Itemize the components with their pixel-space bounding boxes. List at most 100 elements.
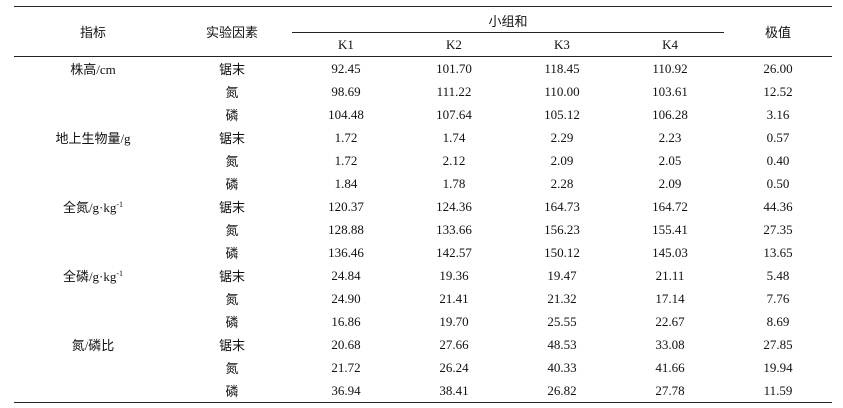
orthogonal-range-table: 指标 实验因素 小组和 极值 K1 K2 K3 K4 株高/cm 锯末 92.45 1… [14, 6, 833, 403]
range-cell: 12.52 [763, 83, 793, 99]
k1-cell: 1.72 [334, 152, 358, 168]
k2-cell: 107.64 [436, 106, 472, 122]
table-row: 磷 1.84 1.78 2.28 2.09 0.50 [14, 172, 832, 195]
indicator-cell: 株高/cm [14, 57, 172, 81]
table-row: 磷 104.48 107.64 105.12 106.28 3.16 [14, 103, 832, 126]
factor-cell: 锯末 [218, 62, 245, 77]
factor-cell: 磷 [172, 379, 292, 403]
indicator-label: 地上生物量/g [55, 131, 131, 146]
range-cell: 44.36 [763, 198, 793, 214]
range-cell: 11.59 [724, 379, 833, 403]
k4-cell: 103.61 [652, 83, 688, 99]
table-header: 指标 实验因素 小组和 极值 K1 K2 K3 K4 [14, 6, 833, 57]
header-k1: K1 [292, 32, 400, 57]
indicator-cell: 全磷/g·kg-1 [14, 264, 172, 287]
range-cell: 7.76 [766, 290, 790, 306]
range-cell: 8.69 [766, 313, 790, 329]
header-group-sum: 小组和 [292, 6, 725, 33]
k3-cell: 2.09 [550, 152, 574, 168]
k1-cell: 24.84 [331, 267, 361, 283]
k2-cell: 38.41 [400, 379, 508, 403]
range-cell: 13.65 [763, 244, 793, 260]
k1-cell: 128.88 [328, 221, 364, 237]
k2-cell: 19.70 [439, 313, 469, 329]
k3-cell: 48.53 [547, 336, 577, 352]
range-cell: 5.48 [766, 267, 790, 283]
k2-cell: 26.24 [439, 359, 469, 375]
k4-cell: 22.67 [655, 313, 685, 329]
indicator-unit-exponent: -1 [116, 269, 124, 278]
k2-cell: 101.70 [436, 60, 472, 76]
k2-cell: 19.36 [439, 267, 469, 283]
table-row: 株高/cm 锯末 92.45 101.70 118.45 110.92 26.00 [14, 57, 832, 81]
table-row: 磷 16.86 19.70 25.55 22.67 8.69 [14, 310, 832, 333]
k3-cell: 118.45 [544, 60, 580, 76]
k2-cell: 1.78 [442, 175, 466, 191]
k3-cell: 105.12 [544, 106, 580, 122]
factor-cell: 磷 [225, 177, 239, 192]
k3-cell: 150.12 [544, 244, 580, 260]
factor-cell: 锯末 [218, 200, 245, 215]
indicator-label: 氮/磷比 [71, 338, 115, 353]
indicator-cell [14, 287, 172, 310]
k1-cell: 98.69 [331, 83, 361, 99]
factor-cell: 磷 [225, 108, 239, 123]
indicator-unit-exponent: -1 [116, 200, 124, 209]
k4-cell: 164.72 [652, 198, 688, 214]
k1-cell: 21.72 [331, 359, 361, 375]
table-row: 全氮/g·kg-1 锯末 120.37 124.36 164.73 164.72 44.36 [14, 195, 832, 218]
k4-cell: 2.09 [658, 175, 682, 191]
k3-cell: 110.00 [544, 83, 580, 99]
table-row: 全磷/g·kg-1 锯末 24.84 19.36 19.47 21.11 5.48 [14, 264, 832, 287]
factor-cell: 氮 [225, 292, 239, 307]
k3-cell: 164.73 [544, 198, 580, 214]
k1-cell: 24.90 [331, 290, 361, 306]
k2-cell: 21.41 [439, 290, 469, 306]
k1-cell: 92.45 [331, 60, 361, 76]
k2-cell: 124.36 [436, 198, 472, 214]
k4-cell: 145.03 [652, 244, 688, 260]
table-row: 氮/磷比 锯末 20.68 27.66 48.53 33.08 27.85 [14, 333, 832, 356]
k1-cell: 104.48 [328, 106, 364, 122]
k2-cell: 27.66 [439, 336, 469, 352]
k4-cell: 17.14 [655, 290, 685, 306]
k2-cell: 2.12 [442, 152, 466, 168]
table-row: 氮 21.72 26.24 40.33 41.66 19.94 [14, 356, 832, 379]
factor-cell: 锯末 [218, 338, 245, 353]
k3-cell: 25.55 [547, 313, 577, 329]
k1-cell: 16.86 [331, 313, 361, 329]
header-k2: K2 [400, 32, 508, 57]
factor-cell: 氮 [225, 85, 239, 100]
indicator-label: 全氮/g·kg [62, 200, 117, 215]
range-cell: 27.35 [763, 221, 793, 237]
k2-cell: 133.66 [436, 221, 472, 237]
range-cell: 0.57 [766, 129, 790, 145]
k4-cell: 2.23 [658, 129, 682, 145]
k4-cell: 155.41 [652, 221, 688, 237]
indicator-cell [14, 149, 172, 172]
k3-cell: 19.47 [547, 267, 577, 283]
k3-cell: 26.82 [508, 379, 616, 403]
factor-cell: 磷 [225, 246, 239, 261]
table-row: 氮 24.90 21.41 21.32 17.14 7.76 [14, 287, 832, 310]
table-body: 株高/cm 锯末 92.45 101.70 118.45 110.92 26.00 氮 98.6… [14, 57, 833, 403]
k2-cell: 111.22 [436, 83, 472, 99]
k3-cell: 156.23 [544, 221, 580, 237]
indicator-cell: 氮/磷比 [14, 333, 172, 356]
factor-cell: 氮 [225, 223, 239, 238]
range-cell: 0.50 [766, 175, 790, 191]
header-k3: K3 [508, 32, 616, 57]
indicator-cell [14, 172, 172, 195]
k4-cell: 33.08 [655, 336, 685, 352]
range-cell: 19.94 [763, 359, 793, 375]
factor-cell: 氮 [225, 361, 239, 376]
table-row: 磷 136.46 142.57 150.12 145.03 13.65 [14, 241, 832, 264]
k1-cell: 120.37 [328, 198, 364, 214]
indicator-cell: 全氮/g·kg-1 [14, 195, 172, 218]
k4-cell: 110.92 [652, 60, 688, 76]
indicator-cell [14, 379, 172, 403]
k1-cell: 136.46 [328, 244, 364, 260]
indicator-cell [14, 80, 172, 103]
indicator-cell [14, 241, 172, 264]
table-row: 地上生物量/g 锯末 1.72 1.74 2.29 2.23 0.57 [14, 126, 832, 149]
